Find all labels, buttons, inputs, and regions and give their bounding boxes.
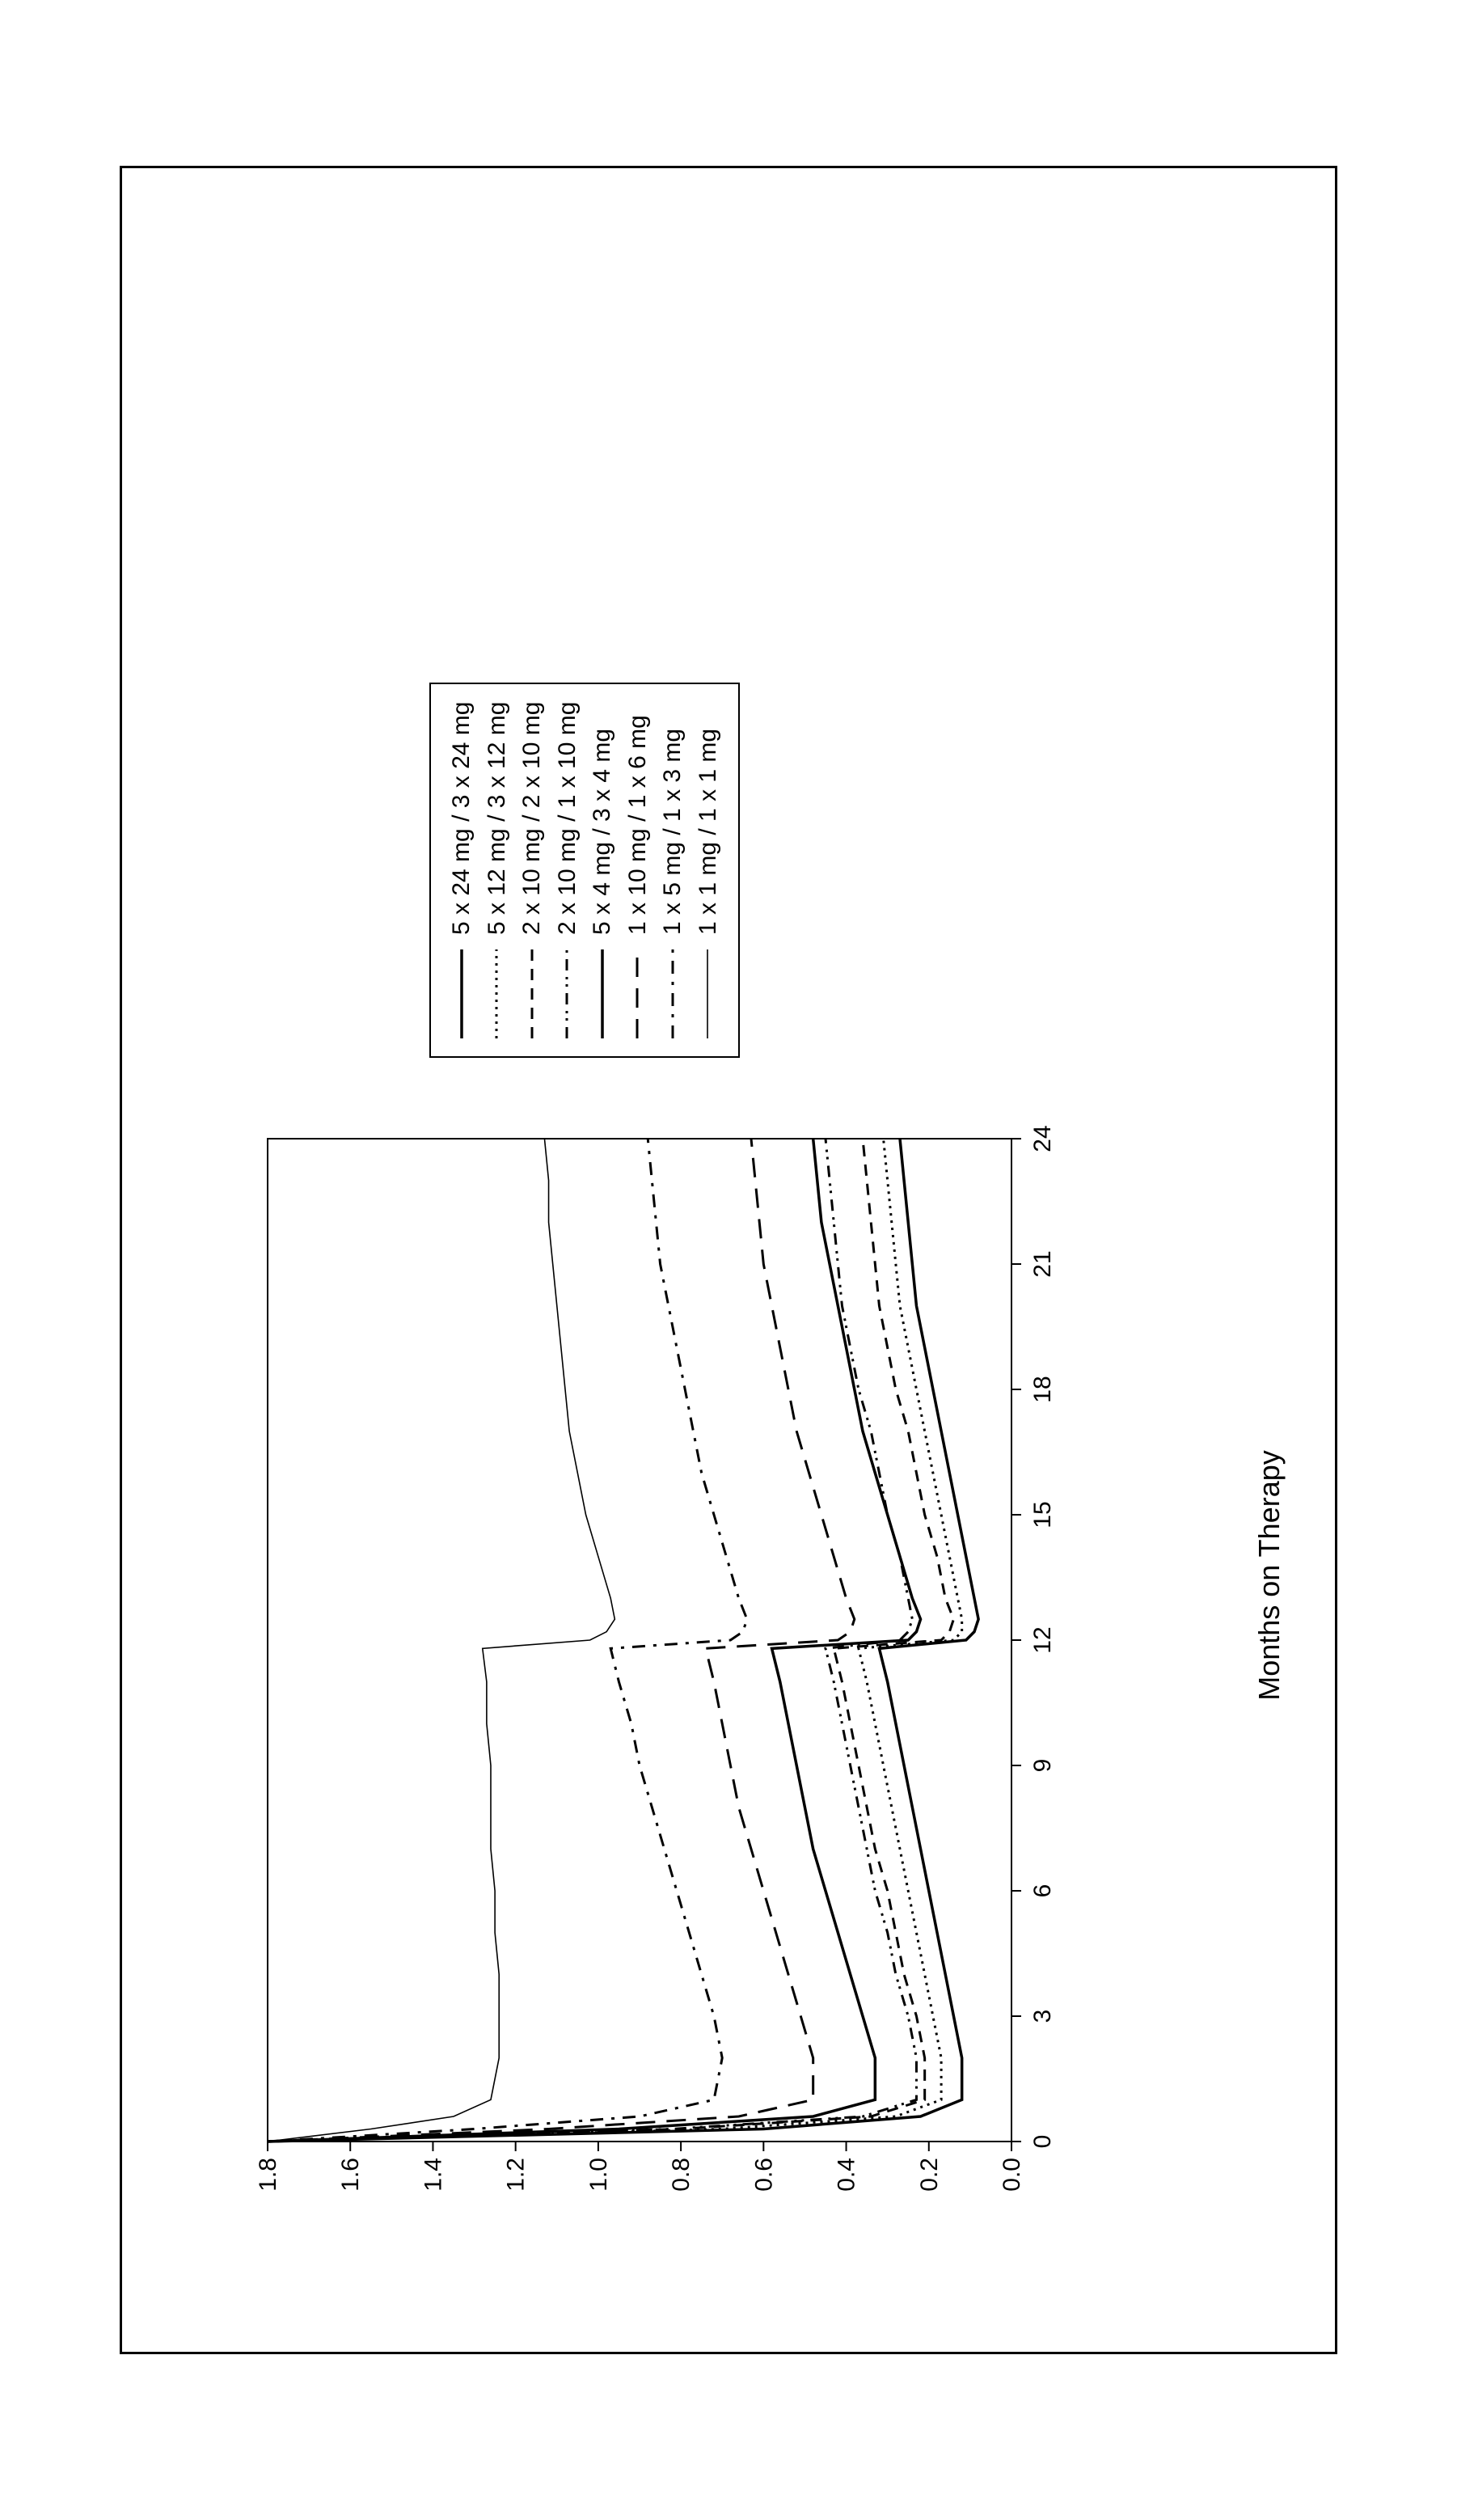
x-tick-label: 24 [1029,1125,1056,1152]
x-tick-label: 0 [1029,2135,1056,2149]
legend-label: 5 x 24 mg / 3 x 24 mg [444,702,479,935]
chart-row: 0 3 6 9 12 15 18 21 24 0.0 0.2 0.4 0.6 0.8 1.0 1.2 1.4 1.… [251,683,1092,2255]
y-tick-label: 1.4 [420,2158,446,2192]
y-tick-label: 0.4 [834,2158,860,2192]
legend-label: 1 x 10 mg / 1 x 6 mg [620,715,656,935]
legend-row: 5 x 4 mg / 3 x 4 mg [585,702,620,1038]
y-tick-label: 0.0 [999,2158,1025,2192]
legend-swatch [661,949,684,1038]
legend-swatch [485,949,508,1038]
legend-label: 5 x 4 mg / 3 x 4 mg [585,729,620,935]
legend-label: 2 x 10 mg / 1 x 10 mg [550,702,585,935]
legend-row: 1 x 1 mg / 1 x 1 mg [690,702,726,1038]
legend-swatch [555,949,578,1038]
x-tick-label: 9 [1029,1759,1056,1773]
x-tick-label: 12 [1029,1626,1056,1653]
figure-panel: Lymphocyte Count (x10⁹ cells/L) 03691215… [120,166,1337,2354]
legend-swatch [450,949,473,1038]
legend-swatch [591,949,614,1038]
legend-swatch [696,949,719,1038]
x-tick-label: 3 [1029,2010,1056,2023]
legend-label: 1 x 5 mg / 1 x 3 mg [655,729,690,935]
x-tick-label: 21 [1029,1250,1056,1277]
legend-row: 2 x 10 mg / 1 x 10 mg [550,702,585,1038]
legend-swatch [521,949,543,1038]
x-tick-label: 15 [1029,1501,1056,1528]
legend-row: 5 x 12 mg / 3 x 12 mg [479,702,515,1038]
x-tick-label: 6 [1029,1884,1056,1898]
y-tick-label: 1.8 [255,2158,281,2192]
y-tick-label: 0.8 [668,2158,695,2192]
y-tick-label: 0.6 [750,2158,777,2192]
legend: 5 x 24 mg / 3 x 24 mg5 x 12 mg / 3 x 12 … [429,683,740,1058]
lymphocyte-chart: 0 3 6 9 12 15 18 21 24 0.0 0.2 0.4 0.6 0.8 1.0 1.2 1.4 1.… [251,1123,1092,2255]
y-tick-label: 1.6 [337,2158,364,2192]
page: Figure 1 Lymphocyte Count (x10⁹ cells/L)… [0,0,1457,2520]
legend-label: 5 x 12 mg / 3 x 12 mg [479,702,515,935]
figure-rotator: Figure 1 Lymphocyte Count (x10⁹ cells/L)… [120,166,1337,2354]
y-tick-label: 1.2 [503,2158,530,2192]
legend-label: 2 x 10 mg / 2 x 10 mg [514,702,550,935]
legend-row: 1 x 5 mg / 1 x 3 mg [655,702,690,1038]
legend-row: 5 x 24 mg / 3 x 24 mg [444,702,479,1038]
legend-label: 1 x 1 mg / 1 x 1 mg [690,729,726,935]
legend-row: 1 x 10 mg / 1 x 6 mg [620,702,656,1038]
legend-swatch [626,949,648,1038]
y-tick-label: 1.0 [585,2158,612,2192]
legend-row: 2 x 10 mg / 2 x 10 mg [514,702,550,1038]
x-tick-label: 18 [1029,1376,1056,1402]
x-axis-label: Months on Therapy [1252,1009,1286,2142]
y-tick-label: 0.2 [916,2158,943,2192]
